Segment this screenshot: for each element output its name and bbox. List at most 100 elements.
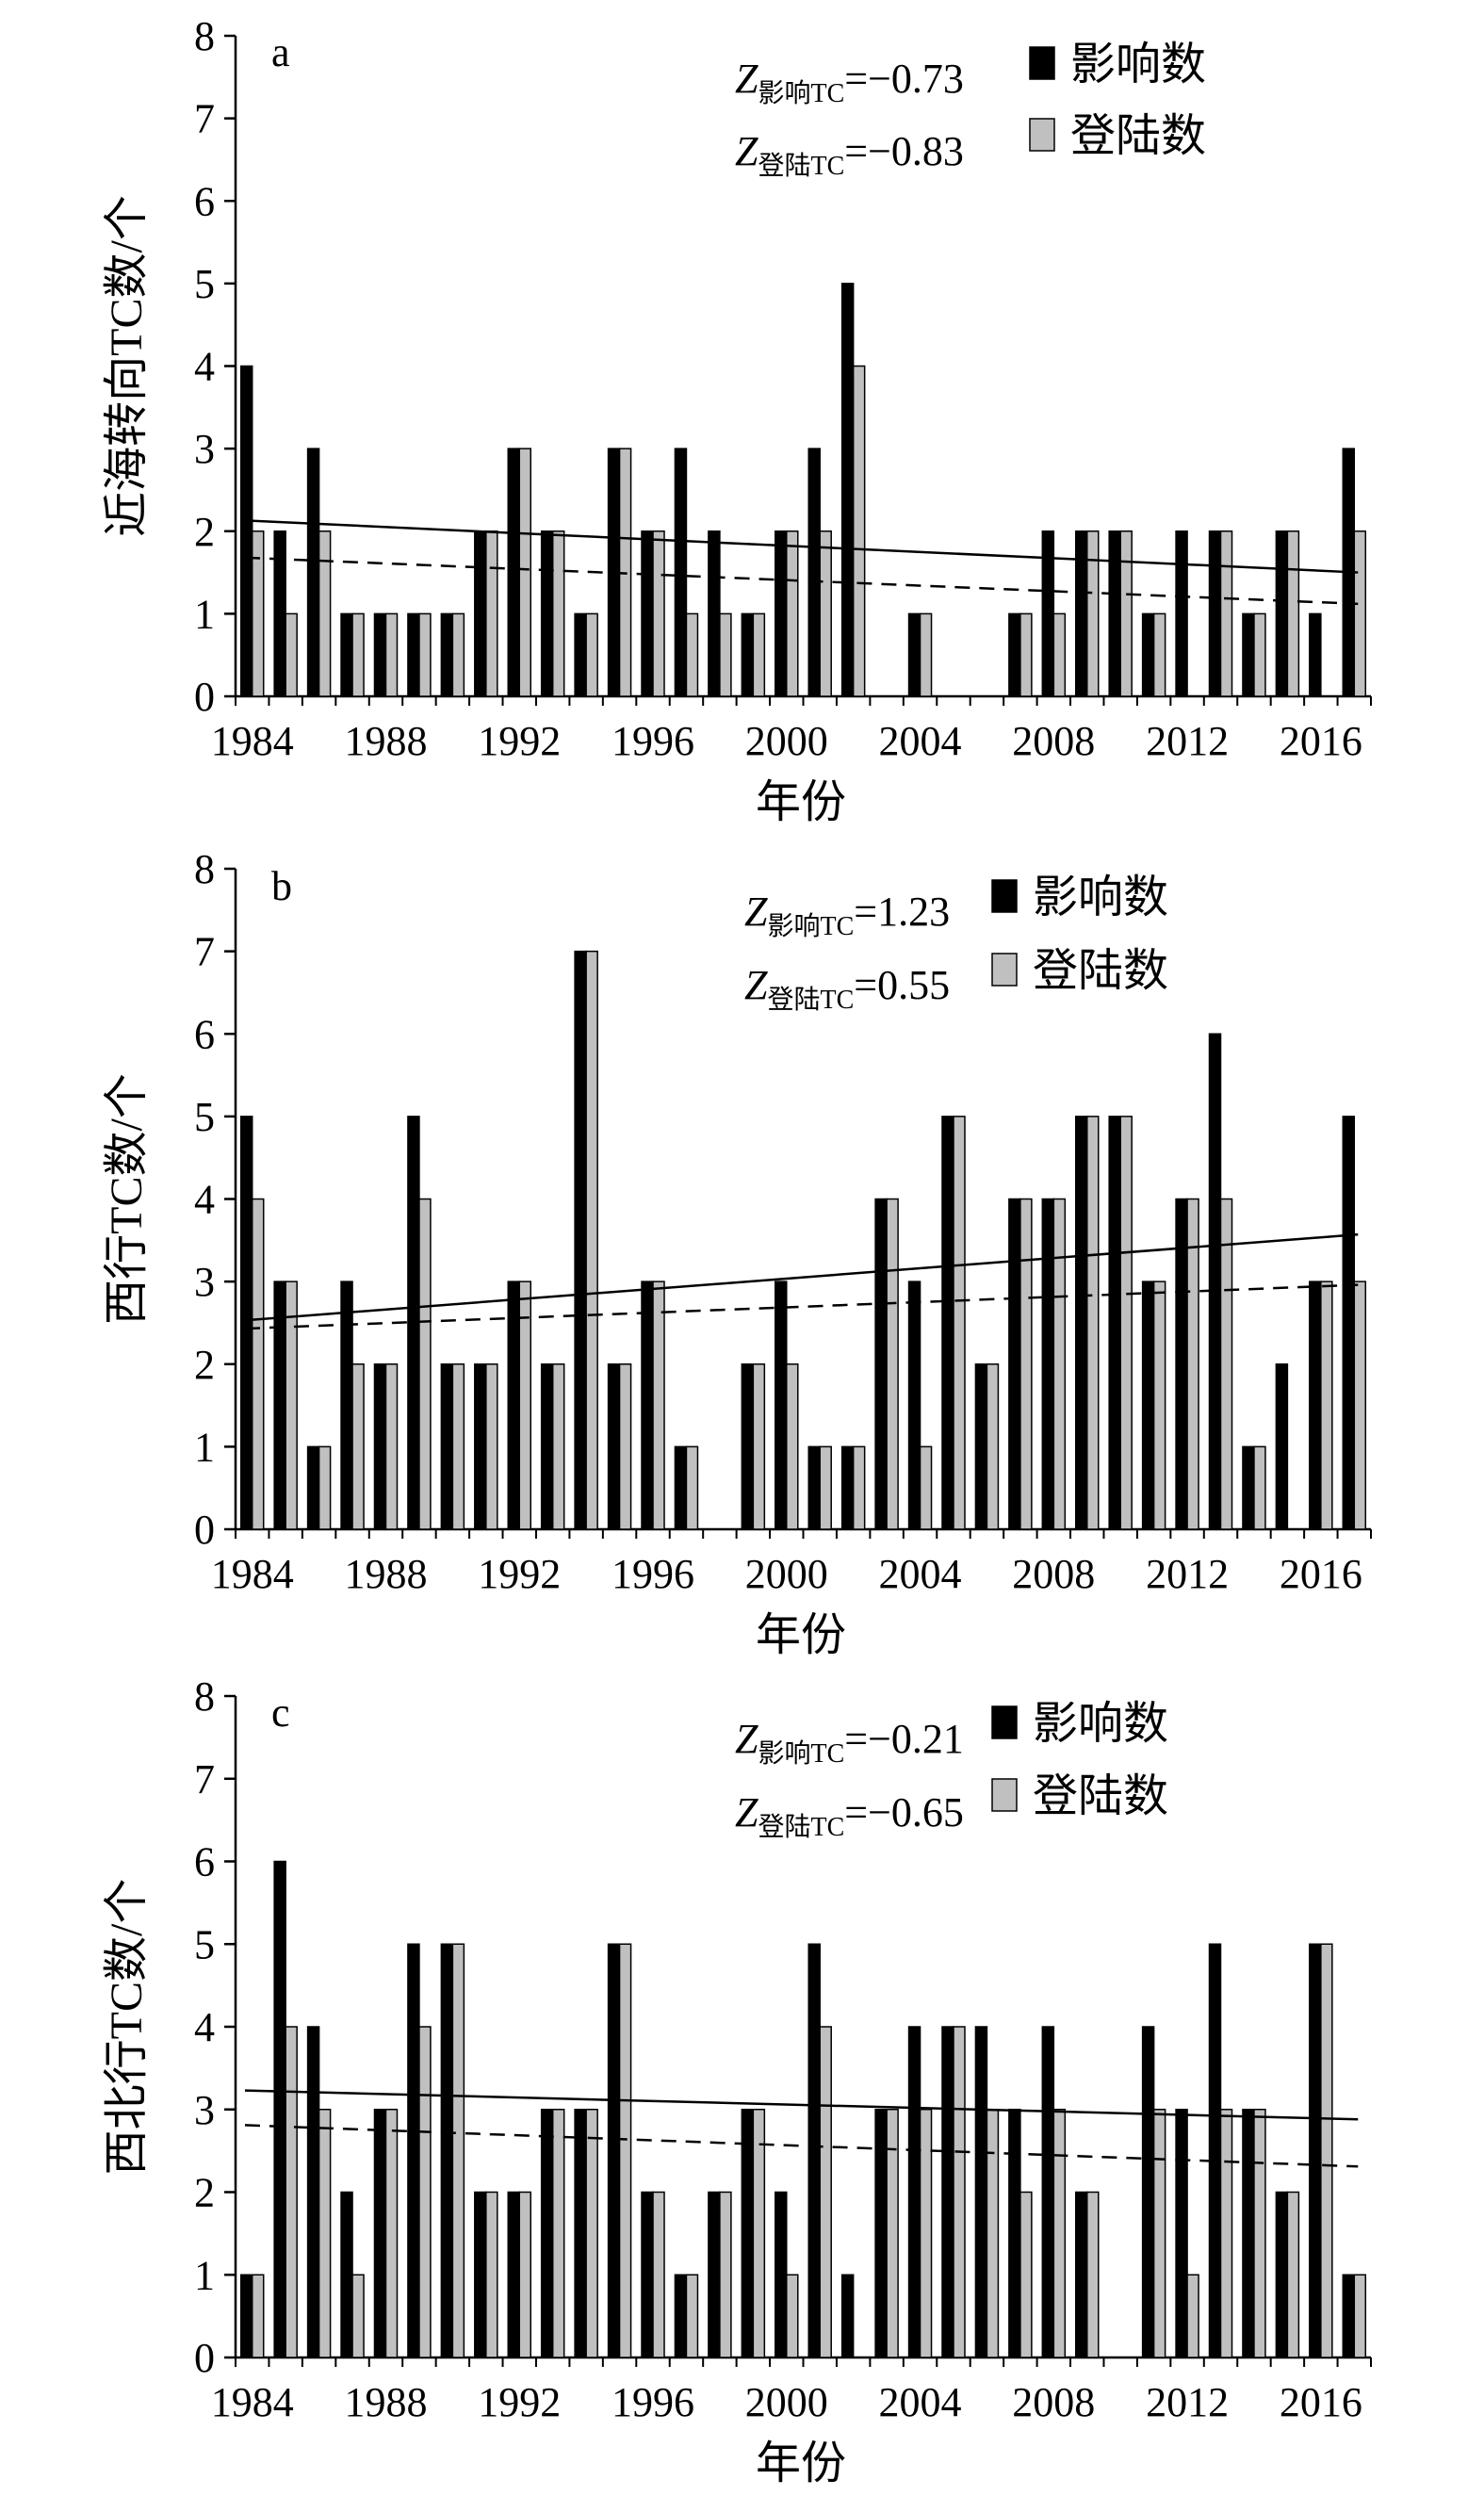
bar-landfall	[585, 2109, 598, 2358]
bar-landfall	[1253, 612, 1266, 697]
bar-impact	[1041, 530, 1055, 697]
bar-landfall	[1052, 2109, 1067, 2358]
y-tick-label: 3	[194, 2087, 215, 2133]
stat-text: Z影响TC=−0.73	[735, 56, 964, 108]
y-tick-label: 3	[194, 1259, 215, 1305]
bar-impact	[407, 612, 420, 697]
bar-impact	[440, 1943, 454, 2358]
bar-impact	[1208, 1943, 1222, 2358]
bar-impact	[440, 612, 454, 697]
bar-landfall	[852, 1445, 866, 1530]
bar-landfall	[551, 530, 565, 697]
bar-landfall	[1353, 530, 1367, 697]
bar-impact	[1008, 2109, 1021, 2358]
bar-impact	[941, 1116, 954, 1530]
bar-impact	[407, 1943, 420, 2358]
bar-impact	[1275, 2191, 1289, 2358]
bar-impact	[708, 530, 721, 697]
stat-value: =0.55	[854, 962, 950, 1008]
bar-landfall	[886, 1198, 899, 1530]
x-axis-title: 年份	[756, 2439, 846, 2488]
bar-impact	[674, 1445, 688, 1530]
legend-label: 登陆数	[1070, 111, 1206, 161]
legend-swatch-landfall	[991, 1778, 1018, 1812]
bar-landfall	[251, 1198, 265, 1530]
stat-subscript: 影响TC	[758, 1738, 844, 1769]
bar-landfall	[451, 1943, 465, 2358]
bar-impact	[1008, 1198, 1021, 1530]
y-tick-label: 0	[194, 2335, 215, 2381]
bar-landfall	[351, 612, 365, 697]
x-tick-label: 2008	[1012, 1551, 1095, 1597]
bar-impact	[974, 1363, 988, 1530]
bar-landfall	[485, 1363, 498, 1530]
x-tick-label: 2012	[1146, 718, 1229, 764]
y-axis-title: 西行TC数/个	[102, 1073, 152, 1325]
bar-impact	[1141, 1281, 1155, 1530]
bar-landfall	[551, 1363, 565, 1530]
bar-impact	[874, 1198, 888, 1530]
x-tick-label: 1988	[344, 1551, 427, 1597]
bar-impact	[607, 1363, 621, 1530]
y-tick-label: 6	[194, 1011, 215, 1057]
stat-subscript: 登陆TC	[758, 151, 844, 181]
bar-impact	[1342, 1116, 1356, 1530]
bar-impact	[807, 1445, 821, 1530]
bar-impact	[807, 1943, 821, 2358]
y-tick-label: 4	[194, 1177, 215, 1223]
bar-impact	[607, 1943, 621, 2358]
x-tick-label: 1996	[612, 718, 694, 764]
legend-label: 影响数	[1033, 873, 1168, 922]
bar-landfall	[518, 1281, 531, 1530]
x-tick-label: 2016	[1280, 2379, 1362, 2425]
bar-landfall	[1186, 2274, 1199, 2358]
stat-text: Z登陆TC=−0.65	[735, 1789, 964, 1842]
y-tick-label: 5	[194, 261, 215, 307]
y-tick-label: 2	[194, 509, 215, 555]
bar-landfall	[1186, 1198, 1199, 1530]
bar-landfall	[418, 2026, 432, 2358]
y-tick-label: 2	[194, 2170, 215, 2216]
x-tick-label: 2016	[1280, 1551, 1362, 1597]
y-tick-label: 4	[194, 344, 215, 390]
bar-impact	[907, 612, 921, 697]
bar-landfall	[1086, 2191, 1100, 2358]
trend-line-landfall	[244, 556, 1359, 606]
panel-label: a	[271, 29, 290, 75]
bar-impact	[907, 1281, 921, 1530]
x-tick-label: 1992	[478, 718, 561, 764]
x-tick-label: 2000	[745, 718, 828, 764]
bar-impact	[1141, 2026, 1155, 2358]
bar-landfall	[1152, 1281, 1166, 1530]
y-tick-label: 8	[194, 846, 215, 892]
bar-landfall	[786, 2274, 799, 2358]
trend-line-landfall	[244, 2124, 1359, 2168]
stat-subscript: 影响TC	[758, 78, 844, 108]
x-tick-label: 1992	[478, 1551, 561, 1597]
x-tick-label: 2008	[1012, 718, 1095, 764]
bar-landfall	[652, 1281, 665, 1530]
x-tick-label: 1984	[211, 1551, 294, 1597]
x-tick-label: 1984	[211, 2379, 294, 2425]
bar-landfall	[1152, 612, 1166, 697]
bar-landfall	[1253, 1445, 1266, 1530]
bar-impact	[674, 448, 688, 697]
bar-landfall	[819, 1445, 832, 1530]
bar-impact	[1075, 1116, 1088, 1530]
bar-impact	[540, 1363, 554, 1530]
legend-swatch-impact	[1029, 46, 1055, 80]
bar-impact	[373, 2109, 387, 2358]
stat-symbol: Z	[744, 962, 768, 1008]
bar-landfall	[685, 2274, 699, 2358]
bar-landfall	[351, 1363, 365, 1530]
y-tick-label: 5	[194, 1094, 215, 1140]
bar-impact	[1275, 1363, 1289, 1530]
y-tick-label: 7	[194, 1756, 215, 1803]
stat-value: =−0.83	[844, 128, 964, 174]
stat-symbol: Z	[735, 128, 758, 174]
bar-landfall	[819, 530, 832, 697]
y-tick-label: 7	[194, 96, 215, 142]
y-tick-label: 1	[194, 1424, 215, 1470]
stat-subscript: 登陆TC	[758, 1812, 844, 1842]
